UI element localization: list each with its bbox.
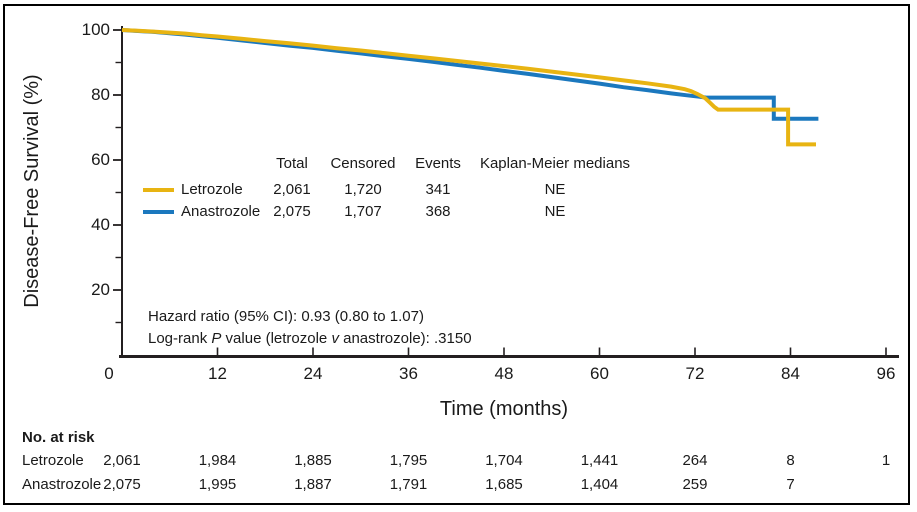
x-axis-title: Time (months) <box>439 398 569 420</box>
x-tick-label: 96 <box>876 364 896 383</box>
risk-value: 2,075 <box>103 476 141 493</box>
summary-value: 368 <box>425 203 451 220</box>
summary-header-kaplan-meier-medians: Kaplan-Meier medians <box>479 155 631 172</box>
summary-value: 1,707 <box>344 203 382 220</box>
x-tick-label: 84 <box>781 364 800 383</box>
anastrozole-legend-label: Anastrozole <box>181 203 261 220</box>
risk-value: 1,995 <box>198 476 237 493</box>
x-tick-label: 24 <box>303 364 323 383</box>
risk-value: 1,885 <box>294 452 332 469</box>
risk-value: 259 <box>682 476 708 493</box>
summary-value: 2,075 <box>273 203 311 220</box>
risk-value: 1,887 <box>294 476 332 493</box>
letrozole-legend-label: Letrozole <box>181 181 243 198</box>
risk-row-label-anastrozole: Anastrozole <box>22 476 102 493</box>
letrozole-legend-swatch <box>143 188 174 192</box>
logrank-part1: Log-rank <box>148 330 212 347</box>
logrank-part3: anastrozole): .3150 <box>338 330 472 347</box>
y-tick-label: 80 <box>91 85 110 104</box>
y-axis-title: Disease-Free Survival (%) <box>21 74 43 308</box>
x-tick-label: 0 <box>104 364 114 383</box>
risk-value: 1,404 <box>580 476 619 493</box>
logrank-text: Log-rank P value (letrozole v anastrozol… <box>148 330 472 348</box>
x-tick-label: 60 <box>590 364 609 383</box>
risk-value: 1,795 <box>389 452 428 469</box>
x-tick-label: 12 <box>208 364 227 383</box>
logrank-p-italic: P <box>211 330 222 347</box>
summary-value: NE <box>544 203 566 220</box>
risk-value: 8 <box>786 452 795 469</box>
risk-value: 1,441 <box>580 452 619 469</box>
summary-header-events: Events <box>415 155 461 172</box>
summary-value: 1,720 <box>344 181 382 198</box>
x-tick-label: 36 <box>399 364 418 383</box>
risk-table-title: No. at risk <box>22 429 95 446</box>
y-tick-label: 60 <box>91 150 110 169</box>
x-tick-label: 48 <box>494 364 514 383</box>
summary-value: 2,061 <box>273 181 311 198</box>
risk-value: 264 <box>682 452 708 469</box>
risk-value: 1,791 <box>389 476 428 493</box>
logrank-v-italic: v <box>331 330 339 347</box>
y-tick-label: 20 <box>91 280 110 299</box>
summary-header-censored: Censored <box>330 155 396 172</box>
risk-value: 1,685 <box>485 476 523 493</box>
summary-value: 341 <box>425 181 451 198</box>
risk-value: 1,984 <box>198 452 237 469</box>
x-tick-label: 72 <box>685 364 705 383</box>
risk-row-label-letrozole: Letrozole <box>22 452 84 469</box>
summary-value: NE <box>544 181 566 198</box>
y-tick-label: 40 <box>91 215 110 234</box>
letrozole-curve <box>121 28 816 147</box>
risk-value: 7 <box>786 476 795 493</box>
risk-value: 1,704 <box>485 452 523 469</box>
anastrozole-legend-swatch <box>143 210 174 214</box>
summary-header-total: Total <box>276 155 308 172</box>
hazard-ratio-text: Hazard ratio (95% CI): 0.93 (0.80 to 1.0… <box>148 308 424 325</box>
risk-value: 2,061 <box>103 452 141 469</box>
logrank-part2: value (letrozole <box>221 330 332 347</box>
y-tick-label: 100 <box>81 20 110 39</box>
risk-value: 1 <box>881 452 891 469</box>
figure-border <box>3 4 910 505</box>
